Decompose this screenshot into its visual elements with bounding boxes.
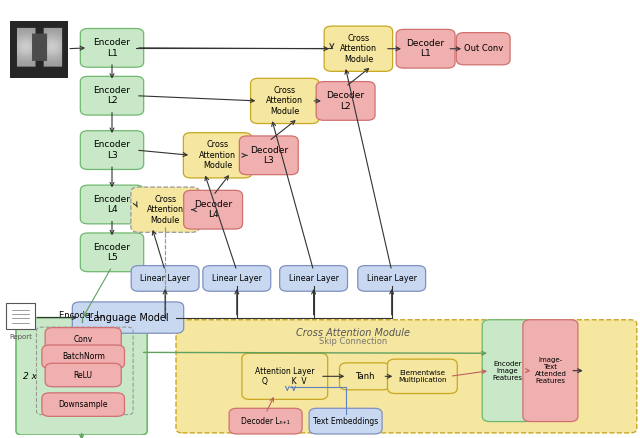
Text: Encoder
L2: Encoder L2 bbox=[93, 86, 131, 106]
FancyBboxPatch shape bbox=[184, 133, 252, 178]
Text: Linear Layer: Linear Layer bbox=[289, 274, 339, 283]
FancyBboxPatch shape bbox=[42, 345, 124, 368]
FancyBboxPatch shape bbox=[358, 265, 426, 291]
Text: Decoder
L1: Decoder L1 bbox=[406, 39, 445, 58]
Text: Decoder Lₙ₊₁: Decoder Lₙ₊₁ bbox=[241, 417, 290, 426]
FancyBboxPatch shape bbox=[339, 363, 390, 390]
FancyBboxPatch shape bbox=[72, 302, 184, 333]
Text: Cross
Attention
Module: Cross Attention Module bbox=[340, 34, 377, 64]
FancyBboxPatch shape bbox=[45, 328, 122, 351]
FancyBboxPatch shape bbox=[239, 136, 298, 175]
Text: Encoder
L1: Encoder L1 bbox=[93, 38, 131, 57]
FancyBboxPatch shape bbox=[388, 359, 458, 393]
Text: Elementwise
Multiplication: Elementwise Multiplication bbox=[398, 370, 447, 383]
FancyBboxPatch shape bbox=[131, 187, 200, 232]
Text: Cross Attention Module: Cross Attention Module bbox=[296, 328, 410, 339]
Text: Cross
Attention
Module: Cross Attention Module bbox=[147, 195, 184, 225]
Text: 2 x: 2 x bbox=[23, 372, 37, 381]
Text: Text Embeddings: Text Embeddings bbox=[313, 417, 378, 426]
Text: Image-
Text
Attended
Features: Image- Text Attended Features bbox=[534, 357, 566, 384]
FancyBboxPatch shape bbox=[483, 320, 532, 421]
FancyBboxPatch shape bbox=[16, 318, 147, 435]
Text: Encoder
L4: Encoder L4 bbox=[93, 195, 131, 214]
FancyBboxPatch shape bbox=[80, 28, 143, 67]
FancyBboxPatch shape bbox=[280, 265, 348, 291]
Text: Linear Layer: Linear Layer bbox=[212, 274, 262, 283]
Text: Language Model: Language Model bbox=[88, 313, 168, 323]
Text: Report: Report bbox=[9, 334, 32, 340]
Text: BatchNorm: BatchNorm bbox=[62, 352, 104, 361]
Text: Skip Connection: Skip Connection bbox=[319, 337, 387, 346]
FancyBboxPatch shape bbox=[456, 32, 510, 65]
FancyBboxPatch shape bbox=[80, 131, 143, 170]
FancyBboxPatch shape bbox=[309, 408, 382, 434]
Text: Encoder Lₙ: Encoder Lₙ bbox=[59, 311, 104, 320]
Text: Linear Layer: Linear Layer bbox=[140, 274, 190, 283]
Text: Encoder
L3: Encoder L3 bbox=[93, 141, 131, 160]
FancyBboxPatch shape bbox=[324, 26, 393, 71]
FancyBboxPatch shape bbox=[251, 78, 319, 124]
Text: Cross
Attention
Module: Cross Attention Module bbox=[266, 86, 303, 116]
Text: Cross
Attention
Module: Cross Attention Module bbox=[199, 141, 236, 170]
FancyBboxPatch shape bbox=[184, 191, 243, 229]
FancyBboxPatch shape bbox=[42, 393, 124, 417]
FancyBboxPatch shape bbox=[523, 320, 578, 421]
FancyBboxPatch shape bbox=[316, 81, 375, 120]
Text: Out Conv: Out Conv bbox=[463, 44, 503, 53]
FancyBboxPatch shape bbox=[80, 76, 143, 115]
Text: Tanh: Tanh bbox=[355, 372, 374, 381]
Text: Decoder
L3: Decoder L3 bbox=[250, 145, 288, 165]
Text: ReLU: ReLU bbox=[74, 371, 93, 379]
FancyBboxPatch shape bbox=[80, 185, 143, 224]
Text: Decoder
L4: Decoder L4 bbox=[194, 200, 232, 219]
FancyBboxPatch shape bbox=[229, 408, 302, 434]
Text: Encoder
L5: Encoder L5 bbox=[93, 243, 131, 262]
FancyBboxPatch shape bbox=[45, 363, 122, 387]
Text: Decoder
L2: Decoder L2 bbox=[326, 91, 365, 111]
FancyBboxPatch shape bbox=[80, 233, 143, 272]
FancyBboxPatch shape bbox=[203, 265, 271, 291]
Text: Linear Layer: Linear Layer bbox=[367, 274, 417, 283]
Text: Encoder
Image
Features: Encoder Image Features bbox=[493, 360, 522, 381]
FancyBboxPatch shape bbox=[131, 265, 199, 291]
FancyBboxPatch shape bbox=[6, 303, 35, 329]
FancyBboxPatch shape bbox=[396, 29, 455, 68]
Text: Downsample: Downsample bbox=[58, 400, 108, 409]
Text: Attention Layer
Q          K  V: Attention Layer Q K V bbox=[255, 367, 314, 386]
FancyBboxPatch shape bbox=[242, 353, 328, 399]
FancyBboxPatch shape bbox=[176, 320, 637, 433]
Text: Conv: Conv bbox=[74, 335, 93, 344]
